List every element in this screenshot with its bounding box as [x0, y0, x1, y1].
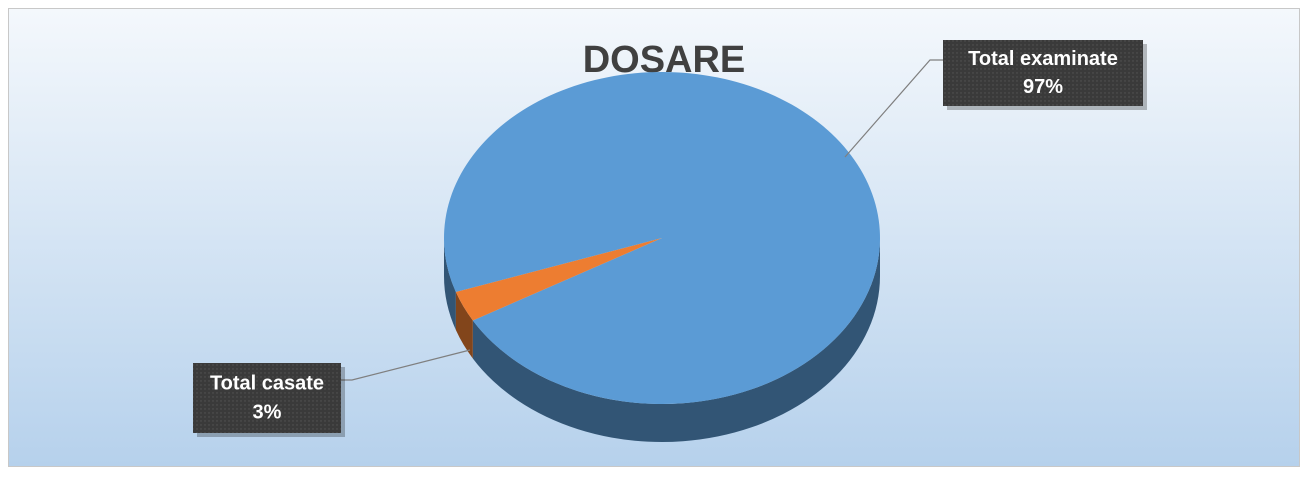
leader-line — [341, 349, 471, 381]
pie-side — [472, 238, 880, 442]
pie-side — [444, 238, 456, 331]
data-label-box — [943, 40, 1143, 106]
pie-slice — [444, 72, 881, 405]
data-label-category: Total examinate — [968, 48, 1118, 70]
pie-side — [455, 292, 473, 359]
data-label-value: 3% — [253, 402, 282, 424]
pie-slice — [455, 238, 662, 321]
data-label-category: Total casate — [210, 372, 324, 394]
leader-line — [844, 59, 943, 158]
data-label-box — [193, 363, 341, 433]
data-label-value: 97% — [1023, 76, 1063, 98]
